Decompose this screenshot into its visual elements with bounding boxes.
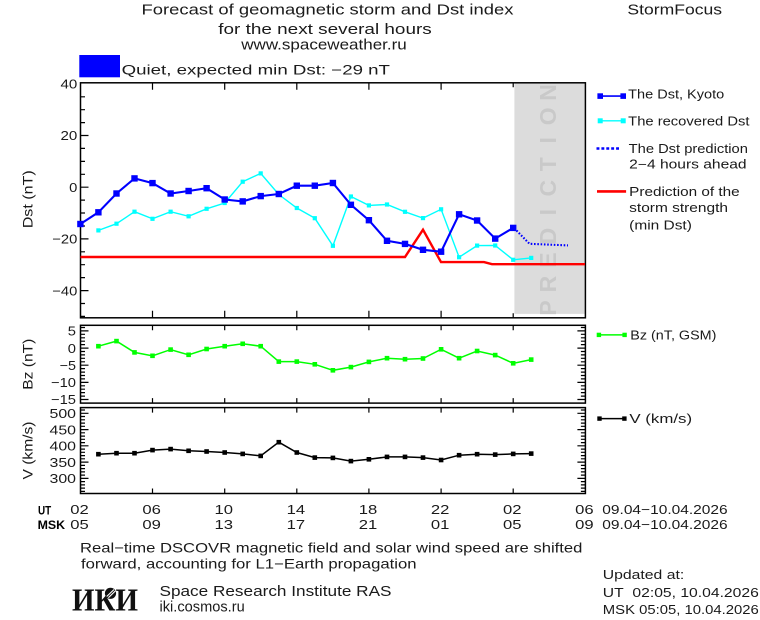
svg-text:Prediction of the: Prediction of the: [629, 185, 739, 199]
svg-text:MSK 05:05, 10.04.2026: MSK 05:05, 10.04.2026: [603, 602, 759, 617]
svg-text:09: 09: [142, 517, 161, 532]
svg-text:Bz (nT): Bz (nT): [20, 339, 36, 390]
svg-text:Updated at:: Updated at:: [603, 567, 684, 582]
svg-text:450: 450: [50, 422, 77, 437]
svg-text:400: 400: [50, 439, 77, 454]
svg-text:Bz (nT, GSM): Bz (nT, GSM): [630, 328, 716, 342]
svg-text:I: I: [535, 137, 561, 143]
svg-text:forward, accounting for L1−Ear: forward, accounting for L1−Earth propaga…: [81, 556, 417, 572]
svg-text:O: O: [535, 107, 561, 125]
svg-text:−40: −40: [52, 283, 77, 298]
svg-text:500: 500: [50, 406, 77, 421]
svg-text:40: 40: [61, 77, 78, 92]
svg-text:Space Research Institute RAS: Space Research Institute RAS: [160, 584, 392, 600]
svg-text:Real−time DSCOVR magnetic fiel: Real−time DSCOVR magnetic field and sola…: [80, 540, 582, 556]
svg-text:storm strength: storm strength: [629, 201, 728, 215]
svg-text:The recovered Dst: The recovered Dst: [628, 114, 750, 128]
svg-text:for the next several hours: for the next several hours: [218, 21, 432, 38]
svg-text:02: 02: [70, 502, 89, 517]
svg-text:22: 22: [431, 502, 450, 517]
svg-text:ИКИ: ИКИ: [72, 582, 138, 618]
svg-text:R: R: [535, 275, 561, 292]
svg-text:09.04−10.04.2026: 09.04−10.04.2026: [602, 502, 727, 517]
svg-text:UT: UT: [38, 505, 51, 517]
svg-text:2−4 hours ahead: 2−4 hours ahead: [629, 157, 746, 171]
svg-text:P: P: [535, 300, 561, 315]
svg-text:iki.cosmos.ru: iki.cosmos.ru: [160, 599, 245, 615]
svg-text:0: 0: [68, 341, 76, 356]
svg-text:21: 21: [359, 517, 378, 532]
svg-text:13: 13: [215, 517, 234, 532]
svg-text:−10: −10: [51, 375, 76, 390]
svg-text:06: 06: [142, 502, 161, 517]
svg-text:Dst (nT): Dst (nT): [20, 170, 36, 228]
svg-text:www.spaceweather.ru: www.spaceweather.ru: [240, 36, 407, 53]
svg-text:05: 05: [503, 517, 522, 532]
svg-text:N: N: [535, 84, 561, 101]
svg-text:E: E: [535, 252, 561, 267]
svg-text:06: 06: [575, 502, 594, 517]
svg-text:09: 09: [575, 517, 594, 532]
svg-text:−15: −15: [51, 392, 76, 407]
svg-text:300: 300: [50, 471, 77, 486]
svg-text:−5: −5: [60, 358, 76, 373]
svg-text:MSK: MSK: [38, 520, 66, 532]
svg-text:C: C: [535, 180, 561, 197]
svg-text:−20: −20: [52, 232, 77, 247]
svg-text:The Dst, Kyoto: The Dst, Kyoto: [628, 87, 724, 101]
svg-text:StormFocus: StormFocus: [627, 3, 722, 19]
svg-text:02: 02: [503, 502, 522, 517]
svg-text:(min Dst): (min Dst): [629, 219, 692, 233]
svg-text:05: 05: [70, 517, 89, 532]
svg-text:10: 10: [215, 502, 234, 517]
svg-text:Forecast of geomagnetic storm: Forecast of geomagnetic storm and Dst in…: [142, 1, 515, 18]
svg-text:01: 01: [431, 517, 450, 532]
svg-text:D: D: [535, 228, 561, 245]
svg-text:18: 18: [359, 502, 378, 517]
svg-text:T: T: [535, 157, 561, 171]
svg-text:Quiet, expected min Dst: −29 n: Quiet, expected min Dst: −29 nT: [122, 63, 390, 78]
svg-text:20: 20: [61, 128, 78, 143]
svg-text:14: 14: [287, 502, 306, 517]
svg-text:17: 17: [287, 517, 306, 532]
svg-text:V (km/s): V (km/s): [20, 422, 36, 480]
svg-text:09.04−10.04.2026: 09.04−10.04.2026: [602, 517, 727, 532]
svg-text:0: 0: [69, 180, 77, 195]
svg-text:The Dst prediction: The Dst prediction: [629, 142, 748, 156]
svg-text:UT 02:05, 10.04.2026: UT 02:05, 10.04.2026: [603, 585, 759, 600]
svg-text:I: I: [535, 209, 561, 215]
svg-text:350: 350: [50, 455, 77, 470]
svg-text:5: 5: [68, 324, 76, 339]
svg-text:V (km/s): V (km/s): [629, 412, 692, 426]
